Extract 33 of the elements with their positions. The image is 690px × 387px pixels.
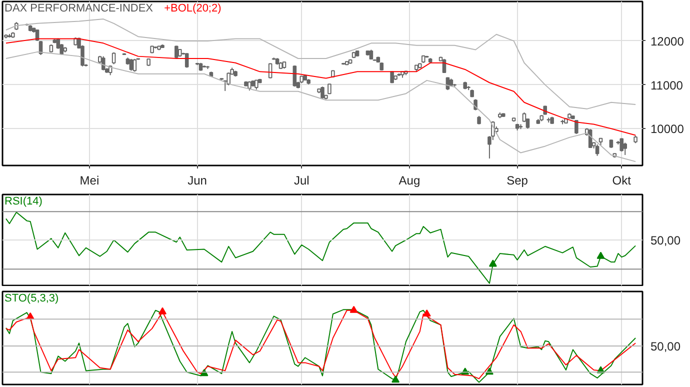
candlestick — [320, 86, 324, 99]
point — [158, 307, 166, 314]
x-tick-label: Jun — [188, 174, 207, 188]
candlestick — [132, 58, 137, 72]
line-series — [5, 18, 636, 110]
line-series — [5, 38, 636, 136]
y-tick-label: 12000 — [650, 34, 684, 48]
candlestick — [174, 45, 178, 59]
text: +BOL(20;2) — [164, 2, 222, 14]
candlestick — [101, 56, 106, 71]
line-series — [5, 51, 636, 162]
x-tick-label: Mei — [80, 174, 100, 188]
candlestick — [623, 142, 627, 156]
text: 50,00 — [650, 339, 681, 354]
candlestick — [574, 120, 578, 134]
candlestick — [369, 49, 374, 60]
chart-title: DAX PERFORMANCE-INDEX — [4, 2, 154, 14]
y-tick-label: 11000 — [650, 78, 684, 92]
point — [422, 309, 431, 317]
series-label: STO(5,3,3) — [4, 292, 59, 304]
point — [350, 306, 358, 313]
x-tick-label: Sep — [506, 174, 528, 188]
x-tick-label: Jul — [294, 174, 310, 188]
x-tick-label: Okt — [612, 174, 632, 188]
series-label: RSI(14) — [4, 196, 42, 208]
candlestick — [620, 138, 624, 152]
candlestick — [254, 79, 258, 90]
point — [392, 376, 400, 383]
candlestick — [129, 58, 134, 72]
x-tick-label: Aug — [398, 174, 420, 188]
candlestick — [595, 144, 600, 156]
y-tick-label: 10000 — [650, 122, 684, 136]
text: 50,00 — [650, 234, 681, 248]
